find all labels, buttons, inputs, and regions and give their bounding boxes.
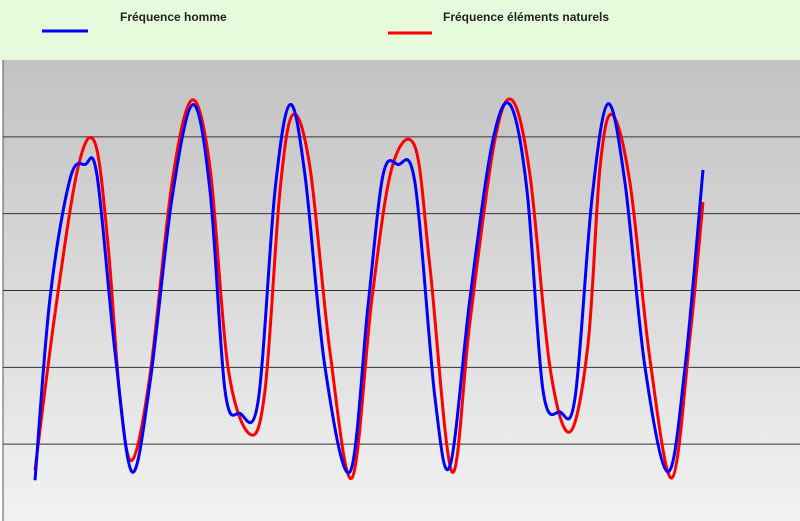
legend-background: [0, 0, 800, 60]
legend-label: Fréquence éléments naturels: [443, 10, 609, 24]
legend-label: Fréquence homme: [120, 10, 227, 24]
legend: Fréquence homme Fréquence éléments nature…: [42, 10, 609, 35]
lines: [33, 97, 705, 481]
grid: [3, 136, 800, 445]
series-line: [33, 101, 705, 481]
series-line: [33, 97, 705, 480]
